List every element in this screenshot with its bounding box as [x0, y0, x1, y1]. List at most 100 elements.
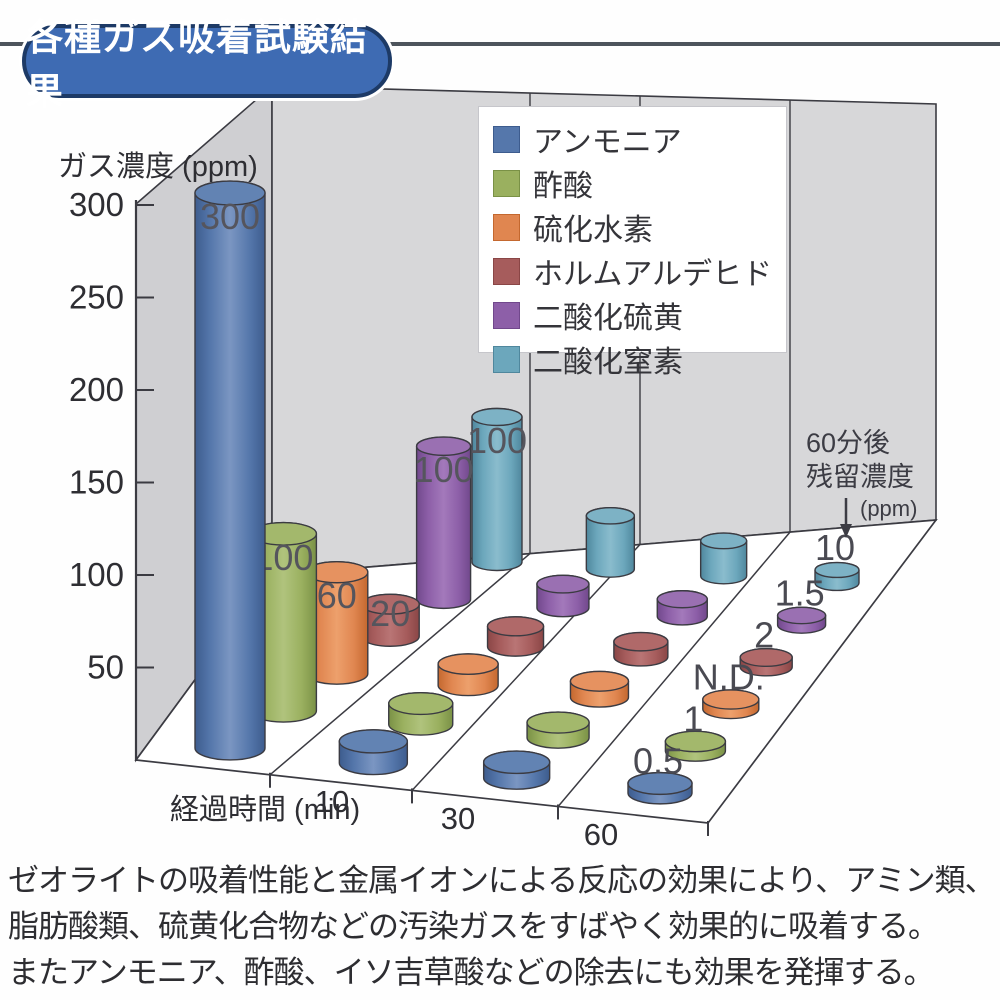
legend-swatch-icon: [493, 345, 520, 373]
cylinder-硫化水素-t60: N.D.: [693, 657, 765, 720]
cylinder-top: [437, 653, 499, 675]
residual-value-label: 1: [683, 699, 703, 740]
legend-item-1: アンモニア: [493, 117, 772, 161]
cylinder-top: [702, 689, 760, 710]
cylinder-硫化水素-t30: [569, 670, 630, 708]
cylinder-二酸化硫黄-t10: [536, 574, 590, 618]
y-tick-label: 250: [69, 279, 124, 316]
floor-gridline: [411, 543, 641, 792]
floor-gridline: [269, 553, 531, 776]
legend-swatch-icon: [493, 169, 520, 197]
cylinder-top: [388, 691, 454, 716]
legend-label: 二酸化窒素: [533, 346, 683, 379]
cylinder-酢酸-t30: [526, 711, 590, 749]
legend-swatch-icon: [493, 213, 520, 241]
cylinder-top: [415, 436, 472, 457]
cylinder-酢酸-t10: [388, 691, 454, 736]
description-line-1: ゼオライトの吸着性能と金属イオンによる反応の効果により、アミン類、: [8, 863, 996, 898]
residual-value-label: 1.5: [775, 573, 825, 614]
y-tick-label: 150: [69, 464, 124, 501]
x-tick-label: 10: [315, 784, 349, 819]
down-arrow-head-icon: [840, 524, 852, 538]
legend-label: 二酸化硫黄: [533, 302, 683, 335]
cylinder-ホルムアルデヒド-t30: [613, 631, 669, 667]
cylinder-二酸化硫黄-t30: [656, 590, 708, 626]
initial-value-label: 20: [370, 593, 410, 634]
legend-label: 硫化水素: [533, 214, 653, 247]
legend-item-4: ホルムアルデヒド: [493, 249, 772, 293]
residual-value-label: 2: [754, 615, 774, 656]
cylinder-top: [613, 631, 669, 652]
initial-value-label: 100: [414, 449, 474, 490]
legend-item-2: 酢酸: [493, 161, 772, 205]
legend-swatch-icon: [493, 125, 520, 153]
cylinder-top: [338, 729, 409, 754]
floor-gridline: [557, 531, 791, 808]
description-line-3: またアンモニア、酢酸、イソ吉草酸などの除去にも効果を発揮する。: [8, 955, 935, 990]
cylinder-ホルムアルデヒド-t10: [486, 616, 545, 657]
x-tick-label: 60: [584, 817, 618, 852]
legend-item-3: 硫化水素: [493, 205, 772, 249]
legend-swatch-icon: [493, 257, 520, 285]
residual-value-label: 0.5: [633, 741, 683, 782]
legend-label: ホルムアルデヒド: [533, 258, 773, 291]
cylinder-top: [194, 180, 266, 206]
cylinder-top: [627, 771, 693, 796]
cylinder-二酸化窒素-t30: [699, 532, 748, 585]
cylinder-ホルムアルデヒド-t0: 20: [360, 593, 420, 647]
cylinder-top: [814, 561, 860, 579]
cylinder-top: [739, 647, 793, 668]
y-tick-label: 50: [87, 649, 124, 686]
legend-label: 酢酸: [533, 170, 593, 203]
cylinder-top: [656, 590, 708, 609]
annotation-line-2: 残留濃度: [806, 462, 914, 492]
legend-swatch-icon: [493, 301, 520, 329]
cylinder-top: [664, 730, 727, 753]
cylinder-top: [569, 670, 630, 692]
cylinder-アンモニア-t0: 300: [194, 180, 266, 761]
cylinder-二酸化窒素-t10: [585, 506, 636, 578]
legend-item-6: 二酸化窒素: [493, 337, 772, 381]
y-axis-title: ガス濃度 (ppm): [58, 150, 258, 183]
legend-label: アンモニア: [533, 126, 682, 159]
residual-value-label: N.D.: [693, 657, 765, 698]
cylinder-top: [536, 574, 590, 594]
y-tick-label: 100: [69, 556, 124, 593]
cylinder-top: [699, 532, 748, 550]
cylinder-top: [526, 711, 590, 734]
cylinder-二酸化硫黄-t0: 100: [414, 436, 474, 610]
cylinder-二酸化窒素-t60: 10: [814, 527, 860, 592]
cylinder-top: [486, 616, 545, 637]
initial-value-label: 300: [200, 196, 260, 237]
x-tick-label: 30: [441, 801, 475, 836]
cylinder-酢酸-t60: 1: [664, 699, 727, 762]
legend-item-5: 二酸化硫黄: [493, 293, 772, 337]
y-tick-label: 300: [69, 186, 124, 223]
cylinder-top: [776, 606, 827, 625]
cylinder-アンモニア-t60: 0.5: [627, 741, 693, 805]
y-tick-label: 200: [69, 371, 124, 408]
description-line-2: 脂肪酸類、硫黄化合物などの汚染ガスをすばやく効果的に吸着する。: [8, 909, 939, 944]
cylinder-body: [194, 180, 266, 761]
chart-legend: アンモニア酢酸硫化水素ホルムアルデヒド 二酸化硫黄二酸化窒素: [478, 106, 787, 379]
cylinder-アンモニア-t10: [338, 729, 409, 776]
initial-value-label: 60: [317, 575, 357, 616]
cylinder-top: [482, 750, 551, 775]
cylinder-二酸化窒素-t0: 100: [467, 407, 527, 572]
cylinder-硫化水素-t0: 60: [305, 560, 369, 685]
header-rule: [0, 42, 1000, 46]
cylinder-硫化水素-t10: [437, 653, 499, 697]
initial-value-label: 100: [467, 420, 527, 461]
cylinder-アンモニア-t30: [482, 750, 551, 790]
cylinder-ホルムアルデヒド-t60: 2: [739, 615, 793, 677]
page-title: 各種ガス吸着試験結果: [26, 17, 368, 112]
title-badge: 各種ガス吸着試験結果: [22, 17, 392, 112]
cylinder-二酸化硫黄-t60: 1.5: [775, 573, 827, 634]
x-axis-title: 経過時間 (min): [170, 793, 360, 826]
annotation-line-1: 60分後: [806, 428, 890, 458]
annotation-unit: (ppm): [860, 496, 917, 521]
description-paragraph: ゼオライトの吸着性能と金属イオンによる反応の効果により、アミン類、 脂肪酸類、硫…: [8, 858, 998, 996]
